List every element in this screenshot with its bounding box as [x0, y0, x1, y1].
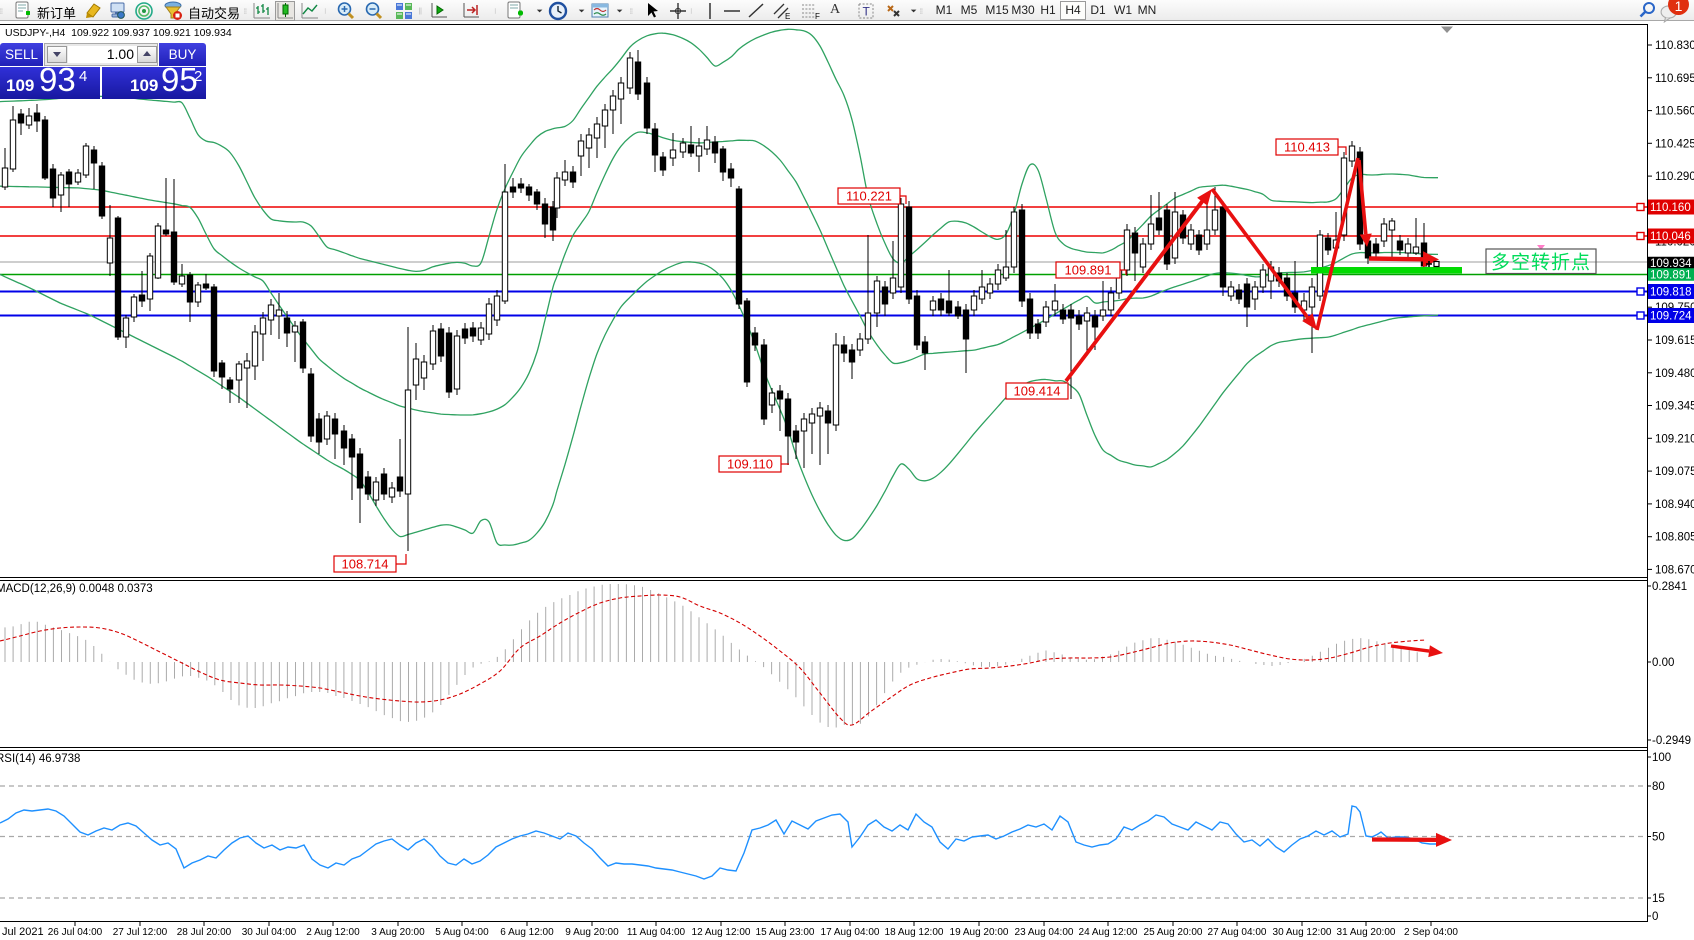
svg-text:17 Aug 04:00: 17 Aug 04:00 — [821, 927, 880, 938]
svg-text:0.2841: 0.2841 — [1652, 581, 1687, 593]
svg-text:108.940: 108.940 — [1655, 499, 1694, 511]
svg-text:109.075: 109.075 — [1655, 466, 1694, 478]
svg-text:F: F — [815, 12, 820, 21]
svg-text:110.830: 110.830 — [1655, 40, 1694, 52]
svg-text:19 Aug 20:00: 19 Aug 20:00 — [950, 927, 1009, 938]
svg-text:25 Aug 20:00: 25 Aug 20:00 — [1144, 927, 1203, 938]
svg-text:Jul 2021: Jul 2021 — [2, 926, 44, 938]
svg-text:109.615: 109.615 — [1655, 335, 1694, 347]
svg-text:109.345: 109.345 — [1655, 401, 1694, 413]
svg-text:109.891: 109.891 — [1650, 270, 1692, 282]
svg-text:108.670: 108.670 — [1655, 564, 1694, 576]
svg-text:50: 50 — [1652, 832, 1665, 844]
svg-text:2 Aug 12:00: 2 Aug 12:00 — [306, 927, 360, 938]
svg-text:27 Aug 04:00: 27 Aug 04:00 — [1208, 927, 1267, 938]
svg-text:109.414: 109.414 — [1014, 384, 1061, 399]
svg-text:108.714: 108.714 — [342, 557, 389, 572]
svg-text:109.891: 109.891 — [1065, 263, 1112, 278]
svg-text:109.110: 109.110 — [727, 457, 773, 472]
svg-text:E: E — [785, 12, 790, 21]
svg-text:108.805: 108.805 — [1655, 532, 1694, 544]
svg-text:9 Aug 20:00: 9 Aug 20:00 — [565, 927, 619, 938]
svg-text:110.160: 110.160 — [1650, 202, 1691, 214]
svg-text:15: 15 — [1652, 893, 1665, 905]
svg-text:0.00: 0.00 — [1652, 657, 1674, 669]
svg-text:109.724: 109.724 — [1650, 311, 1692, 323]
svg-text:12 Aug 12:00: 12 Aug 12:00 — [692, 927, 751, 938]
svg-text:110.560: 110.560 — [1655, 106, 1694, 118]
svg-text:30 Aug 12:00: 30 Aug 12:00 — [1273, 927, 1332, 938]
svg-text:18 Aug 12:00: 18 Aug 12:00 — [885, 927, 944, 938]
svg-text:3 Aug 20:00: 3 Aug 20:00 — [371, 927, 425, 938]
svg-text:-0.2949: -0.2949 — [1652, 735, 1691, 747]
svg-text:0: 0 — [1652, 911, 1658, 923]
svg-text:109.818: 109.818 — [1650, 287, 1692, 299]
svg-text:109.480: 109.480 — [1655, 368, 1694, 380]
svg-text:24 Aug 12:00: 24 Aug 12:00 — [1079, 927, 1138, 938]
svg-text:2 Sep 04:00: 2 Sep 04:00 — [1404, 927, 1458, 938]
svg-text:11 Aug 04:00: 11 Aug 04:00 — [627, 927, 686, 938]
svg-text:26 Jul 04:00: 26 Jul 04:00 — [48, 927, 103, 938]
svg-text:15 Aug 23:00: 15 Aug 23:00 — [756, 927, 815, 938]
svg-text:110.290: 110.290 — [1655, 171, 1694, 183]
svg-text:100: 100 — [1652, 752, 1671, 764]
svg-text:多空转折点: 多空转折点 — [1491, 252, 1591, 274]
svg-text:30 Jul 04:00: 30 Jul 04:00 — [242, 927, 297, 938]
svg-text:109.934: 109.934 — [1650, 258, 1692, 270]
svg-text:31 Aug 20:00: 31 Aug 20:00 — [1337, 927, 1396, 938]
svg-text:27 Jul 12:00: 27 Jul 12:00 — [113, 927, 168, 938]
svg-text:5 Aug 04:00: 5 Aug 04:00 — [435, 927, 489, 938]
svg-text:T: T — [863, 5, 871, 19]
svg-text:23 Aug 04:00: 23 Aug 04:00 — [1015, 927, 1074, 938]
svg-text:110.046: 110.046 — [1650, 231, 1691, 243]
svg-text:109.210: 109.210 — [1655, 433, 1694, 445]
svg-text:110.413: 110.413 — [1284, 140, 1330, 155]
svg-text:28 Jul 20:00: 28 Jul 20:00 — [177, 927, 232, 938]
svg-text:110.221: 110.221 — [846, 189, 892, 204]
svg-text:80: 80 — [1652, 781, 1665, 793]
svg-text:110.425: 110.425 — [1655, 138, 1694, 150]
svg-text:110.695: 110.695 — [1655, 73, 1694, 85]
svg-text:6 Aug 12:00: 6 Aug 12:00 — [500, 927, 554, 938]
